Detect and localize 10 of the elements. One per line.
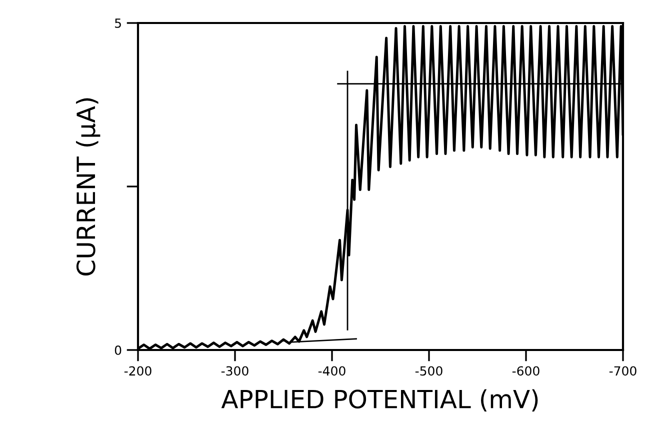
x-tick-label: -700 xyxy=(609,366,636,376)
y-tick-label: 5 xyxy=(115,18,121,28)
x-tick-label: -600 xyxy=(512,366,540,376)
x-tick-label: -400 xyxy=(318,366,346,376)
x-tick-label: -200 xyxy=(124,366,152,376)
y-tick-label: 0 xyxy=(114,345,122,355)
x-tick-label: -500 xyxy=(415,366,442,376)
x-tick-label: -300 xyxy=(221,366,248,376)
y-axis-title: CURRENT (µA) xyxy=(76,98,100,276)
x-axis-title: APPLIED POTENTIAL (mV) xyxy=(221,389,538,412)
